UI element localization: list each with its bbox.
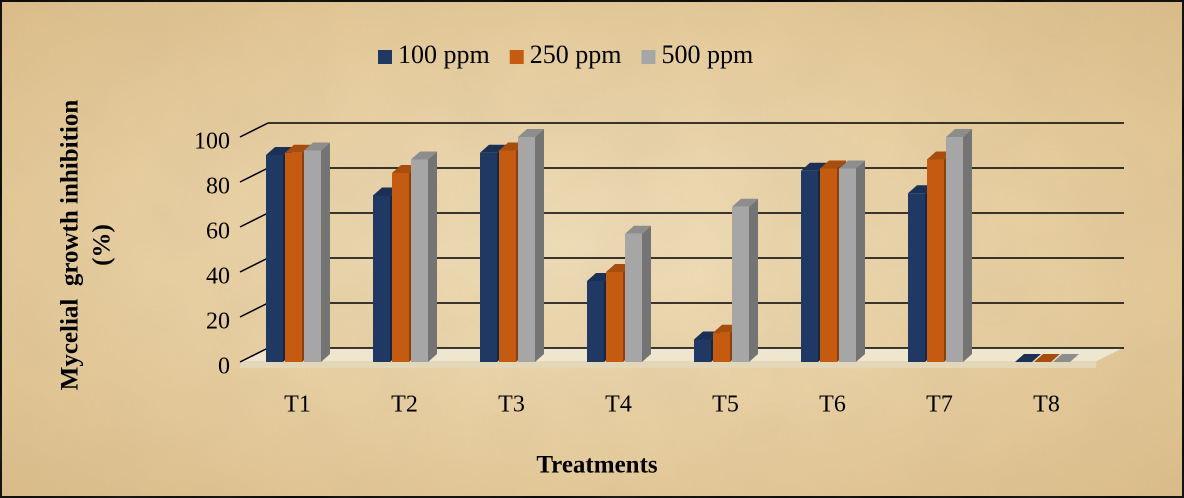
x-tick-label: T5 [712,392,739,418]
bar-top [266,147,292,155]
legend-swatch [378,50,392,64]
bar [499,150,516,362]
bar [304,150,321,362]
bar [927,159,944,362]
bar-top [518,129,544,137]
legend-label: 100 ppm [398,40,490,69]
bar [820,168,837,362]
bar-top [304,142,330,151]
bar-top [1015,354,1041,362]
bar [480,152,497,362]
grid-line-side [239,122,269,138]
bar-top [820,160,846,169]
bar-top [946,129,972,137]
bar-top [839,160,865,169]
y-tick-label: 100 [194,129,230,155]
bar [266,155,283,362]
x-tick-label: T6 [819,392,846,418]
bar [839,168,856,362]
y-axis-title-line: Mycelial growth inhibition [57,100,84,391]
bar-side [321,142,330,362]
floor-edge [240,362,1096,368]
legend-swatch [641,50,656,64]
grid-line-side [239,167,269,183]
bar-top [285,144,311,153]
x-axis-title: Treatments [536,452,658,479]
bar [694,339,711,362]
bar-top [1034,354,1060,362]
bar [801,170,818,362]
bar-top [480,144,506,153]
y-tick-label: 0 [218,354,230,380]
legend-label: 500 ppm [661,40,753,69]
grid-line-side [239,257,269,273]
bar-top [625,225,651,234]
bar-side [535,129,544,362]
grid-line-side [239,212,269,228]
bar [732,206,749,362]
legend: 100 ppm 250 ppm 500 ppm [378,40,753,69]
bar-top [801,162,827,171]
bar [518,137,535,362]
bar [411,159,428,362]
y-tick-label: 60 [206,219,230,245]
bar [908,193,925,362]
x-tick-label: T4 [605,392,632,418]
legend-label: 250 ppm [530,40,622,69]
x-tick-label: T1 [284,392,311,418]
x-tick-label: T3 [498,392,525,418]
grid-line-side [239,302,269,318]
floor [239,347,1125,363]
grid-line-side [239,347,269,363]
y-axis-title-line: (%) [89,224,116,266]
bar-top [411,151,437,160]
bar [285,152,302,362]
bar [606,272,623,362]
bar-side [856,160,865,362]
bar [587,281,604,362]
legend-swatch [509,50,524,64]
bar-side [428,151,437,362]
bar-side [749,198,758,362]
bar [373,195,390,362]
bar-side [963,129,972,362]
bar [392,173,409,362]
x-tick-label: T8 [1033,392,1060,418]
y-tick-label: 20 [206,309,230,335]
y-tick-label: 80 [206,174,230,200]
x-tick-label: T7 [926,392,953,418]
bar [713,332,730,362]
bar-top [1053,354,1079,362]
bar-top [732,198,758,207]
bar [946,137,963,362]
bar-side [642,225,651,362]
y-tick-label: 40 [206,264,230,290]
bar [625,233,642,362]
x-tick-label: T2 [391,392,418,418]
y-axis-title: Mycelial growth inhibition (%) [57,100,116,391]
